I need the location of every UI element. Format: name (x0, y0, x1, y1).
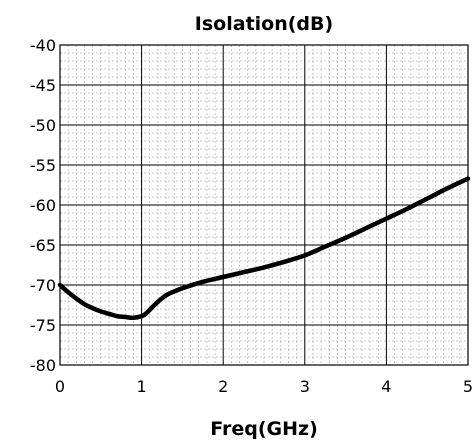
y-tick-label: -45 (30, 76, 56, 95)
x-tick-label: 2 (218, 377, 228, 396)
y-tick-label: -40 (30, 36, 56, 55)
y-tick-label: -50 (30, 116, 56, 135)
y-tick-label: -70 (30, 276, 56, 295)
y-tick-label: -60 (30, 196, 56, 215)
y-tick-label: -55 (30, 156, 56, 175)
x-tick-label: 0 (55, 377, 65, 396)
series-line-0 (57, 176, 471, 321)
grid-layer (59, 44, 469, 366)
plot-frame (59, 44, 469, 366)
x-tick-label: 1 (137, 377, 147, 396)
y-tick-label: -65 (30, 236, 56, 255)
y-tick-label: -80 (30, 356, 56, 375)
series-layer (57, 176, 471, 321)
x-tick-label: 5 (463, 377, 473, 396)
x-tick-label: 4 (381, 377, 391, 396)
frame-layer (59, 44, 469, 366)
x-axis-label: Freq(GHz) (210, 418, 318, 440)
x-tick-label: 3 (300, 377, 310, 396)
y-tick-label: -75 (30, 316, 56, 335)
tick-labels: 0 1 2 3 4 5 -40 -45 -50 -55 -60 -65 -70 -75 -80 (30, 36, 473, 396)
chart-title: Isolation(dB) (195, 13, 333, 35)
